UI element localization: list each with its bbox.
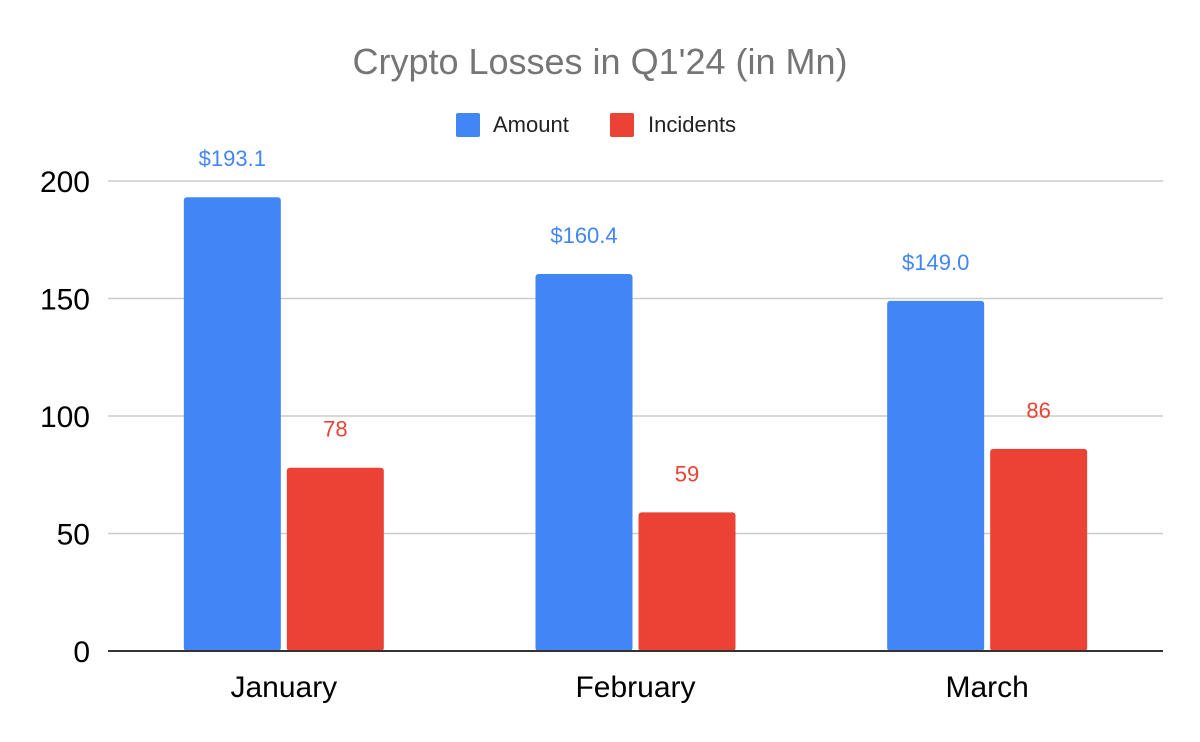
axes: 0 50 100 150 200 January February March	[40, 166, 1163, 704]
y-tick-label: 0	[73, 636, 90, 669]
bar-amount	[887, 300, 985, 651]
data-label-incidents: 59	[675, 461, 699, 486]
chart-title: Crypto Losses in Q1'24 (in Mn)	[352, 41, 847, 82]
data-label-incidents: 78	[323, 417, 347, 442]
y-tick-label: 150	[40, 284, 90, 317]
data-labels: $193.1 78 $160.4 59 $149.0 86	[199, 146, 1051, 486]
bar-incidents	[638, 512, 736, 651]
bar-amount	[183, 197, 281, 651]
legend-swatch-incidents	[610, 113, 634, 137]
y-tick-label: 100	[40, 401, 90, 434]
data-label-incidents: 86	[1026, 398, 1050, 423]
bar-incidents	[990, 448, 1088, 651]
legend: Amount Incidents	[456, 112, 736, 137]
x-tick-label: February	[575, 671, 695, 704]
y-tick-label: 200	[40, 166, 90, 199]
x-tick-label: March	[945, 671, 1028, 704]
legend-label-incidents: Incidents	[648, 112, 736, 137]
x-tick-label: January	[230, 671, 337, 704]
bar-incidents	[286, 467, 384, 651]
legend-swatch-amount	[456, 113, 480, 137]
gridlines	[108, 180, 1163, 535]
data-label-amount: $193.1	[199, 146, 266, 171]
legend-label-amount: Amount	[493, 112, 569, 137]
data-label-amount: $160.4	[550, 223, 617, 248]
bar-amount	[535, 274, 633, 651]
y-tick-label: 50	[57, 519, 90, 552]
data-label-amount: $149.0	[902, 250, 969, 275]
bars	[183, 197, 1088, 651]
